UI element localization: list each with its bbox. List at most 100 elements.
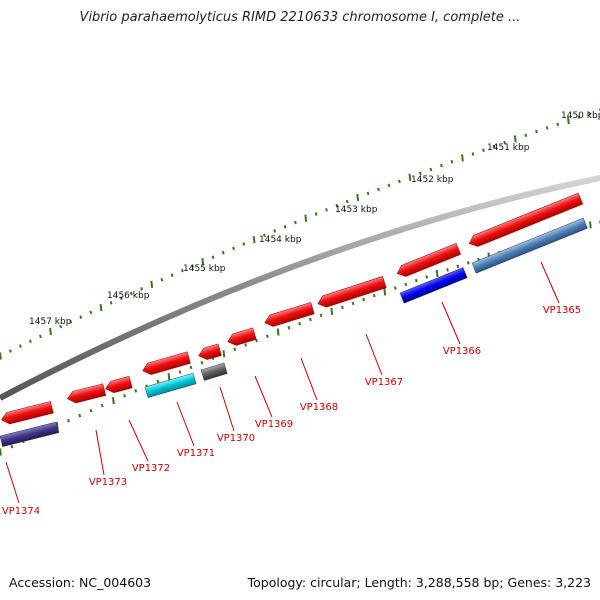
ruler-tick [49, 327, 52, 336]
leader-line [365, 333, 383, 376]
ruler-tick [0, 448, 2, 456]
ruler-tick [263, 233, 266, 238]
leader-line [540, 261, 560, 304]
ruler-tick [294, 220, 297, 225]
ruler-tick [59, 324, 62, 329]
gene-label[interactable]: VP1365 [543, 305, 581, 316]
ruler-tick [140, 287, 143, 291]
gene-label[interactable]: VP1373 [89, 477, 127, 488]
ruler-tick [588, 221, 592, 229]
gene-label[interactable]: VP1367 [365, 377, 403, 388]
ruler-tick [335, 203, 339, 208]
ruler-tick [112, 397, 115, 405]
ruler-label: 1451 kbp [487, 143, 530, 153]
gene-label[interactable]: VP1372 [132, 463, 170, 474]
gene-arrow[interactable] [467, 192, 584, 249]
ruler-tick [387, 183, 391, 188]
ruler-tick [588, 111, 592, 116]
ruler-tick [482, 148, 485, 152]
ruler-label: 1452 kbp [411, 175, 454, 185]
leader-line [176, 401, 195, 447]
ruler-tick [556, 122, 560, 127]
ruler-tick [255, 338, 258, 343]
gene-arrow[interactable] [104, 375, 133, 394]
ruler-tick [524, 133, 528, 137]
gene-label[interactable]: VP1370 [217, 433, 255, 444]
map-title: Vibrio parahaemolyticus RIMD 2210633 chr… [79, 10, 521, 25]
ruler-label: 1456 kbp [107, 291, 150, 301]
ruler-tick [191, 264, 194, 268]
gene-block[interactable] [0, 421, 60, 447]
ruler-tick [450, 159, 454, 164]
ruler-tick [167, 373, 171, 381]
ruler-tick [89, 408, 93, 413]
leader-line [5, 461, 20, 504]
gene-features[interactable] [0, 192, 588, 447]
ruler-tick [356, 193, 360, 202]
ruler-tick [287, 326, 291, 330]
ruler-tick [461, 154, 464, 162]
ruler-label: 1457 kbp [29, 317, 72, 327]
ruler-tick [201, 258, 205, 266]
inner-ruler [0, 220, 600, 456]
ruler-label: 1453 kbp [335, 205, 378, 215]
ruler-tick [79, 315, 83, 319]
ruler-labels: 1450 kbp 1451 kbp 1452 kbp 1453 kbp 1454 kbp… [29, 111, 600, 327]
leader-line [219, 386, 235, 432]
gene-label[interactable]: VP1371 [177, 448, 215, 459]
ruler-tick [123, 394, 126, 398]
gene-label[interactable]: VP1368 [300, 402, 338, 413]
gene-label[interactable]: VP1374 [2, 506, 40, 517]
gene-block[interactable] [471, 217, 588, 274]
ruler-tick [180, 268, 184, 273]
gene-arrow[interactable] [316, 276, 387, 309]
gene-block[interactable] [200, 362, 228, 381]
gene-label-leaders [5, 261, 560, 504]
ruler-tick [314, 212, 318, 216]
ruler-tick [276, 328, 280, 336]
ruler-tick [545, 126, 549, 130]
ruler-tick [429, 167, 433, 172]
outer-ruler [0, 108, 600, 360]
ruler-tick [345, 199, 349, 204]
ruler-tick [513, 135, 517, 143]
gene-labels[interactable]: VP1365VP1366VP1367VP1368VP1369VP1370VP13… [2, 305, 581, 517]
ruler-tick [298, 321, 302, 326]
ruler-tick [134, 389, 138, 393]
ruler-tick [242, 242, 246, 246]
gene-arrow[interactable] [226, 327, 257, 348]
ruler-tick [69, 320, 73, 324]
ruler-tick [446, 268, 449, 272]
genome-backbone [0, 175, 600, 401]
gene-block[interactable] [399, 267, 468, 304]
ruler-tick [0, 352, 2, 360]
gene-arrow[interactable] [141, 351, 191, 377]
leader-line [128, 419, 149, 462]
gene-label[interactable]: VP1366 [443, 346, 481, 357]
ruler-tick [425, 275, 429, 279]
ruler-tick [156, 379, 160, 384]
ruler-tick [10, 444, 14, 449]
gene-arrow[interactable] [395, 242, 462, 279]
ruler-tick [366, 191, 370, 196]
ruler-tick [408, 173, 412, 181]
gene-arrow[interactable] [197, 343, 222, 362]
ruler-tick [29, 339, 32, 343]
gene-arrow[interactable] [66, 383, 107, 405]
ruler-tick [309, 317, 312, 322]
ruler-tick [435, 269, 439, 278]
ruler-tick [39, 334, 42, 339]
ruler-tick [99, 303, 103, 312]
ruler-tick [471, 152, 475, 156]
ruler-tick [89, 310, 93, 315]
ruler-tick [393, 286, 397, 290]
accession-text: Accession: NC_004603 [9, 575, 152, 590]
gene-label[interactable]: VP1369 [255, 419, 293, 430]
gene-arrow[interactable] [263, 302, 315, 328]
gene-block[interactable] [144, 372, 197, 398]
ruler-tick [252, 236, 256, 244]
ruler-tick [78, 413, 82, 418]
ruler-tick [170, 273, 174, 277]
gene-arrow[interactable] [0, 401, 54, 425]
